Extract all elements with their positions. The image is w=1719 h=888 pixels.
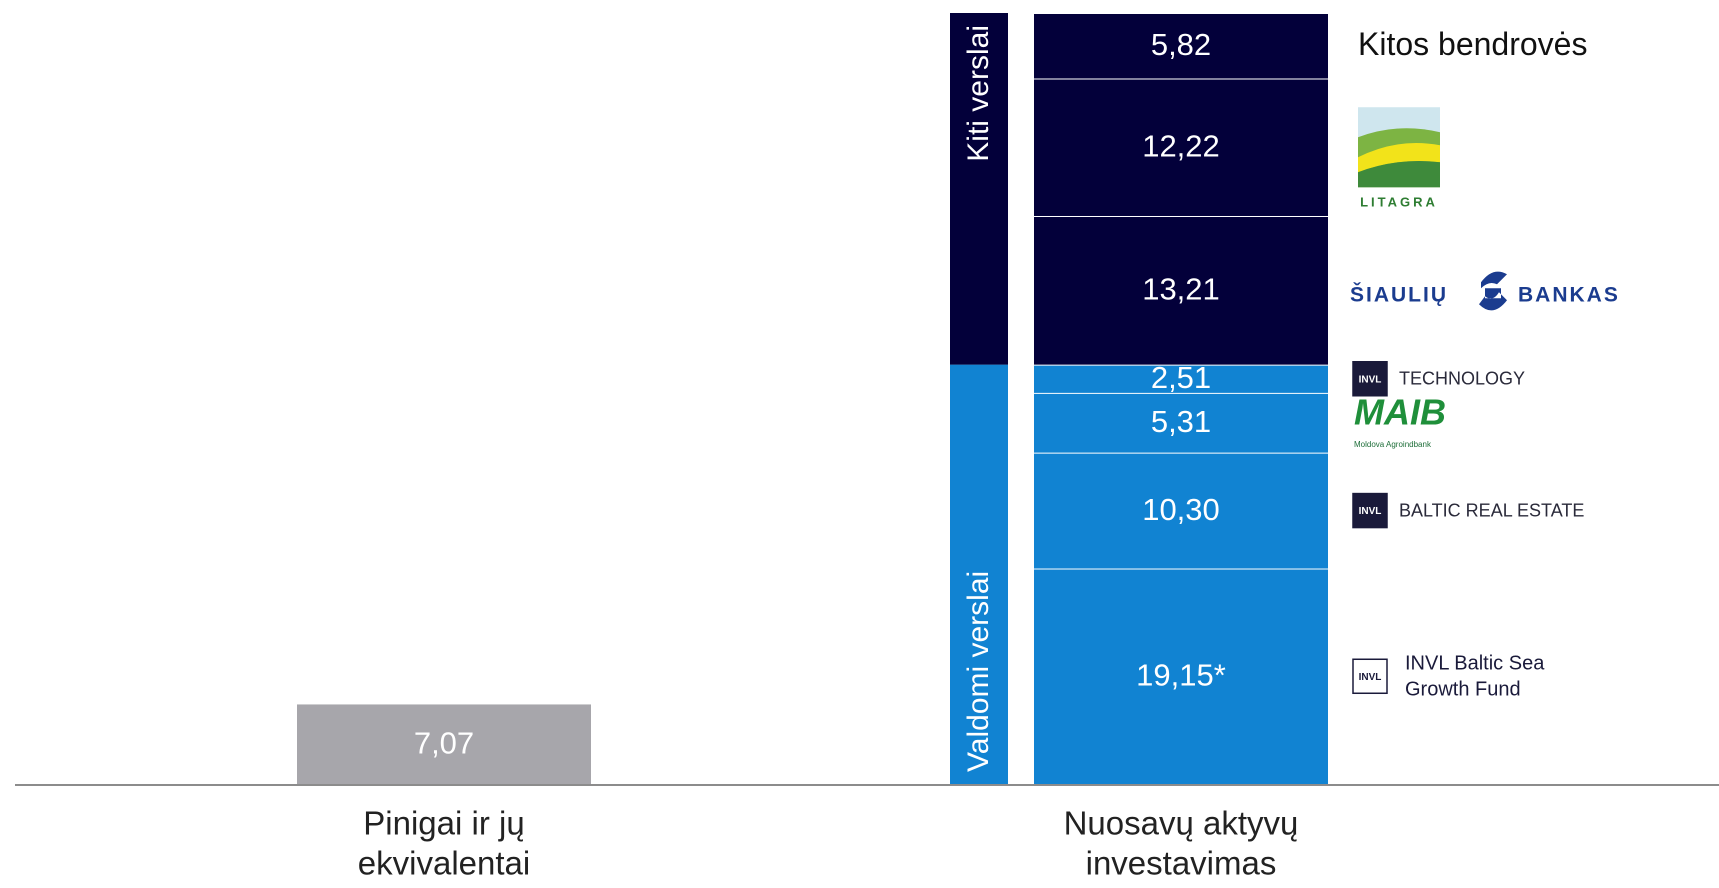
logo-text: INVL <box>1359 672 1382 683</box>
x-tick-label: investavimas <box>1086 845 1277 882</box>
logo-field <box>1358 142 1440 173</box>
value-label: 12,22 <box>1142 128 1220 163</box>
group-label: Valdomi verslai <box>962 571 995 772</box>
bar-segment <box>1034 364 1328 393</box>
logo-icon <box>1479 271 1507 311</box>
series-name: ŠIAULIŲ BANKAS <box>1350 282 1620 306</box>
logo-field <box>1358 160 1440 188</box>
value-label: 10,30 <box>1142 492 1220 527</box>
value-label: 13,21 <box>1142 271 1220 306</box>
logo-box <box>1352 658 1388 695</box>
series-name-line: Growth Fund <box>1405 679 1521 701</box>
logo-box <box>1352 492 1388 529</box>
logo-box <box>1352 361 1388 397</box>
series-name-part: BANKAS <box>1518 283 1620 306</box>
value-label: 7,07 <box>414 725 474 760</box>
logo-text: INVL <box>1359 374 1382 385</box>
value-label: 2,51 <box>1151 360 1211 395</box>
series-name: TECHNOLOGY <box>1399 369 1525 389</box>
value-label: 5,31 <box>1151 404 1211 439</box>
x-tick-label: Nuosavų aktyvų <box>1064 805 1299 842</box>
bar-segment <box>1034 215 1328 365</box>
bar-segment <box>1034 78 1328 216</box>
series-sub: Moldova Agroindbank <box>1354 440 1432 449</box>
logo-text: INVL <box>1359 506 1382 517</box>
series-name: INVL Baltic Sea Growth Fund <box>1405 653 1545 701</box>
value-label: 19,15* <box>1136 657 1226 692</box>
series-name: MAIB <box>1354 391 1446 432</box>
bar-segment <box>1034 452 1328 569</box>
x-tick-label: ekvivalentai <box>358 845 530 882</box>
series-name: Kitos bendrovės <box>1358 26 1587 62</box>
bar-segment <box>297 704 591 784</box>
bar-segment <box>1034 392 1328 453</box>
group-bracket <box>950 13 1008 365</box>
x-tick-label: Pinigai ir jų <box>363 805 524 842</box>
series-name: BALTIC REAL ESTATE <box>1399 500 1584 520</box>
series-name-line: INVL Baltic Sea <box>1405 653 1545 675</box>
group-bracket <box>950 364 1008 784</box>
group-label: Kiti verslai <box>962 25 995 162</box>
series-name: LITAGRA <box>1360 195 1438 210</box>
value-label: 5,82 <box>1151 27 1211 62</box>
bar-segment <box>1034 13 1328 79</box>
series-name-part: ŠIAULIŲ <box>1350 282 1448 306</box>
bar-segment <box>1034 568 1328 784</box>
